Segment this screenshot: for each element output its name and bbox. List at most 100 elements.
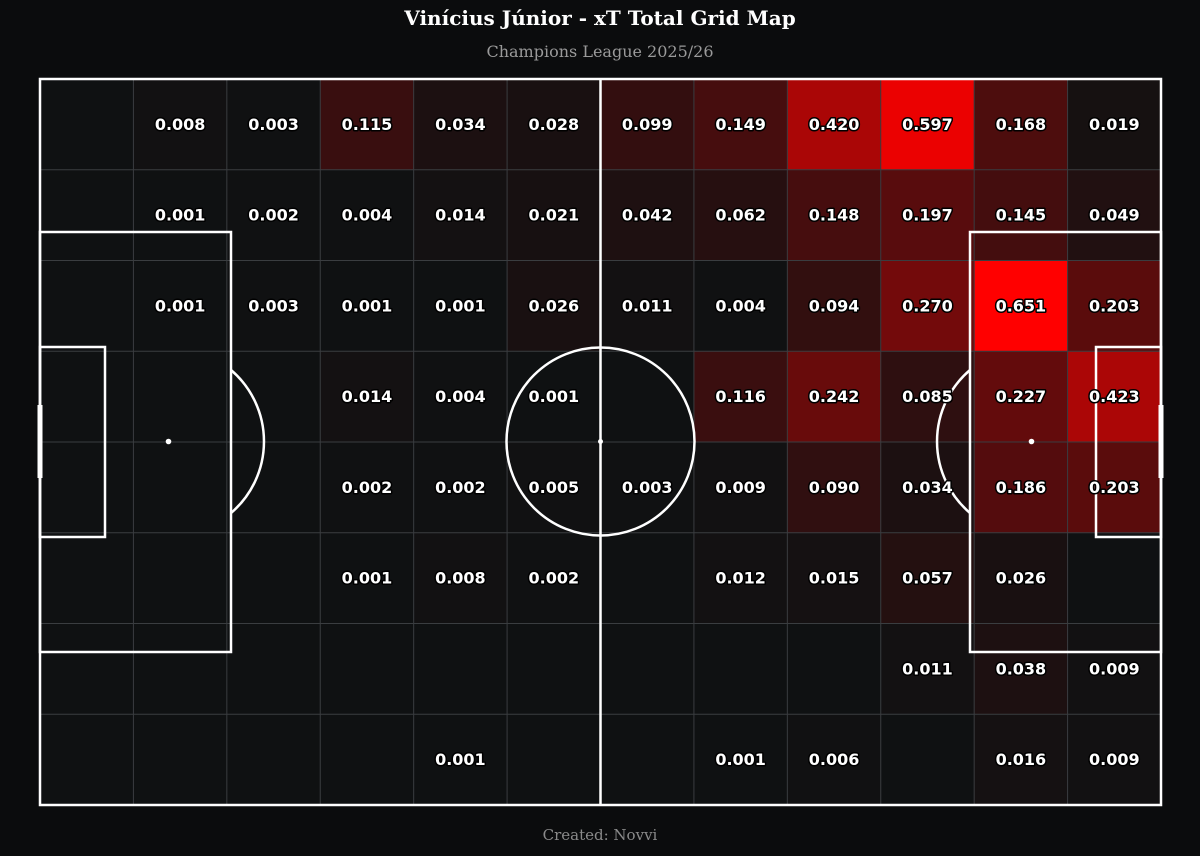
cell-value-label: 0.227 xyxy=(996,387,1047,406)
heatmap-cell xyxy=(600,260,694,352)
heatmap-cell xyxy=(880,623,975,715)
heatmap-cell xyxy=(974,169,1068,261)
cell-value-label: 0.001 xyxy=(435,750,486,769)
cell-value-label: 0.242 xyxy=(809,387,860,406)
cell-value-label: 0.002 xyxy=(248,206,299,225)
heatmap-cell xyxy=(693,351,788,442)
cell-value-label: 0.203 xyxy=(1089,296,1140,315)
heatmap-cell xyxy=(600,532,694,624)
cell-value-label: 0.001 xyxy=(528,387,579,406)
heatmap-cell xyxy=(133,260,227,352)
credit-text: Created: Novvi xyxy=(542,826,658,844)
heatmap-cell xyxy=(320,442,414,533)
heatmap-cell xyxy=(40,442,134,533)
heatmap-cell xyxy=(40,532,134,624)
chart-title: Vinícius Júnior - xT Total Grid Map xyxy=(404,6,796,30)
cell-value-label: 0.062 xyxy=(715,206,766,225)
cell-value-label: 0.002 xyxy=(528,569,579,588)
heatmap-cell xyxy=(600,623,694,715)
heatmap-cell xyxy=(133,351,227,442)
heatmap-cell xyxy=(133,532,227,624)
cell-value-label: 0.149 xyxy=(715,115,766,134)
cell-value-label: 0.021 xyxy=(528,206,579,225)
cell-value-label: 0.115 xyxy=(342,115,393,134)
cell-value-label: 0.004 xyxy=(715,296,766,315)
cell-value-labels: 0.008 0.003 0.115 0.034 0.028 0.099 0.149 0.420… xyxy=(153,113,1141,770)
cell-value-label: 0.008 xyxy=(155,115,206,134)
cell-value-label: 0.014 xyxy=(342,387,393,406)
heatmap-cell xyxy=(880,442,975,533)
cell-value-label: 0.099 xyxy=(622,115,673,134)
heatmap-cell xyxy=(226,442,321,533)
cell-value-label: 0.168 xyxy=(996,115,1047,134)
heatmap-cell xyxy=(507,169,601,261)
right-penalty-arc xyxy=(935,369,971,514)
heatmap-cell xyxy=(507,623,601,715)
cell-value-label: 0.085 xyxy=(902,387,953,406)
heatmap-cell xyxy=(133,169,227,261)
cell-value-label: 0.002 xyxy=(435,478,486,497)
heatmap-cell xyxy=(1067,442,1161,533)
heatmap-cell xyxy=(880,714,975,805)
heatmap-cell xyxy=(787,351,881,442)
heatmap-cell xyxy=(226,169,321,261)
cell-value-label: 0.014 xyxy=(435,206,486,225)
heatmap-cell xyxy=(600,351,694,442)
heatmap-cell xyxy=(133,623,227,715)
heatmap-cell xyxy=(974,351,1068,442)
cell-value-label: 0.003 xyxy=(248,296,299,315)
cell-value-label: 0.038 xyxy=(996,659,1047,678)
heatmap-cell xyxy=(787,532,881,624)
center-spot xyxy=(598,439,603,444)
heatmap-cell xyxy=(974,532,1068,624)
cell-value-label: 0.003 xyxy=(622,478,673,497)
cell-value-label: 0.008 xyxy=(435,569,486,588)
cell-value-label: 0.004 xyxy=(435,387,486,406)
heatmap-cell xyxy=(1067,623,1161,715)
cell-value-label: 0.203 xyxy=(1089,478,1140,497)
heatmap-cell xyxy=(974,714,1068,805)
heatmap-cell xyxy=(787,260,881,352)
heatmap-cell xyxy=(693,714,788,805)
cell-value-label: 0.001 xyxy=(715,750,766,769)
heatmap-cell xyxy=(320,714,414,805)
heatmap-cell xyxy=(413,714,508,805)
cell-value-label: 0.034 xyxy=(435,115,486,134)
heatmap-cell xyxy=(693,260,788,352)
cell-value-label: 0.016 xyxy=(996,750,1047,769)
heatmap-cell xyxy=(600,79,694,170)
heatmap-cell xyxy=(1067,260,1161,352)
heatmap-cell xyxy=(320,260,414,352)
cell-value-label: 0.011 xyxy=(902,659,953,678)
heatmap-cell xyxy=(226,351,321,442)
heatmap-cell xyxy=(40,623,134,715)
heatmap-cell xyxy=(1067,169,1161,261)
cell-value-label: 0.012 xyxy=(715,569,766,588)
cell-value-label: 0.145 xyxy=(996,206,1047,225)
cell-value-label: 0.057 xyxy=(902,569,953,588)
heatmap-cell xyxy=(226,260,321,352)
heatmap-cell xyxy=(974,623,1068,715)
heatmap-cell xyxy=(693,442,788,533)
heatmap-cell xyxy=(413,169,508,261)
heatmap-cell xyxy=(507,260,601,352)
heatmap-cell xyxy=(320,79,414,170)
cell-value-label: 0.009 xyxy=(715,478,766,497)
heatmap-cell xyxy=(413,442,508,533)
cell-value-label: 0.049 xyxy=(1089,206,1140,225)
cell-value-label: 0.001 xyxy=(342,569,393,588)
heatmap-cell xyxy=(507,442,601,533)
cell-value-label: 0.015 xyxy=(809,569,860,588)
right-penalty-spot xyxy=(1028,438,1035,445)
chart-subtitle: Champions League 2025/26 xyxy=(486,42,714,61)
cell-value-label: 0.270 xyxy=(902,296,953,315)
heatmap-cell xyxy=(974,442,1068,533)
heatmap-cell xyxy=(320,532,414,624)
cell-value-label: 0.005 xyxy=(528,478,579,497)
heatmap-cell xyxy=(40,351,134,442)
heatmap-cell xyxy=(693,623,788,715)
cell-value-label: 0.001 xyxy=(155,206,206,225)
heatmap-cell xyxy=(133,79,227,170)
heatmap-cell xyxy=(320,351,414,442)
